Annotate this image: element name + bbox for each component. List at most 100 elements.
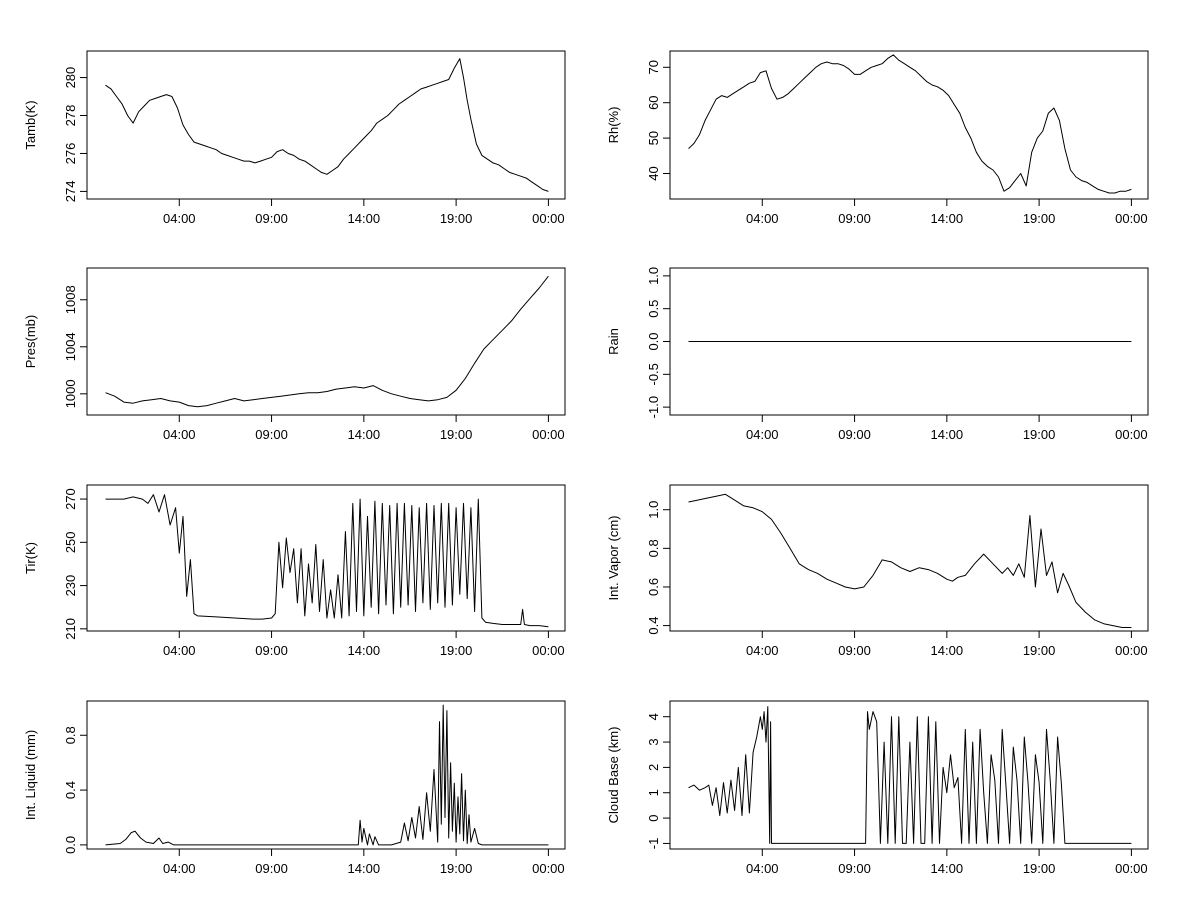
y-tick-label: 0.4 (63, 781, 78, 799)
y-tick-label: 1.0 (646, 501, 661, 519)
panel-rain: 04:00 09:00 14:00 19:00 00:00 -1.0 -0.5 0.0 0.5 1… (606, 267, 1149, 442)
y-axis-title: Int. Vapor (cm) (606, 515, 621, 600)
x-tick-label: 09:00 (255, 211, 288, 226)
y-tick-label: -1.0 (646, 396, 661, 418)
y-tick-label: 280 (63, 67, 78, 89)
y-axis-title: Pres(mb) (23, 315, 38, 368)
y-tick-label: 250 (63, 531, 78, 553)
series-line-cloudbase (688, 706, 1132, 844)
y-axis-title: Rain (606, 328, 621, 355)
y-tick-label: 0 (646, 814, 661, 821)
x-tick-label: 14:00 (348, 861, 381, 876)
x-tick-label: 00:00 (532, 643, 565, 658)
y-tick-label: 0.0 (646, 332, 661, 350)
y-tick-label: 0.5 (646, 300, 661, 318)
y-axis-title: Cloud Base (km) (606, 727, 621, 824)
x-tick-label: 04:00 (746, 643, 779, 658)
y-axis-title: Tamb(K) (23, 100, 38, 149)
series-line-tir (105, 494, 549, 628)
y-tick-label: 40 (646, 166, 661, 180)
x-tick-label: 14:00 (931, 643, 964, 658)
y-tick-label: 50 (646, 131, 661, 145)
panel-pres: 04:00 09:00 14:00 19:00 00:00 1000 1004 1008 Pre… (23, 267, 566, 442)
x-tick-label: 19:00 (1023, 861, 1056, 876)
x-tick-label: 00:00 (532, 427, 565, 442)
plot-frame (669, 484, 1149, 632)
series-line-liquid (105, 704, 549, 846)
y-tick-label: 1008 (63, 285, 78, 314)
y-tick-label: -1 (646, 838, 661, 850)
x-tick-label: 00:00 (1115, 861, 1148, 876)
y-tick-label: 1 (646, 789, 661, 796)
plot-frame (669, 700, 1149, 850)
x-tick-label: 04:00 (746, 861, 779, 876)
x-tick-label: 14:00 (931, 861, 964, 876)
y-tick-label: 4 (646, 713, 661, 720)
x-tick-label: 09:00 (838, 427, 871, 442)
y-tick-label: 274 (63, 181, 78, 203)
y-tick-label: 230 (63, 575, 78, 597)
x-tick-label: 00:00 (1115, 211, 1148, 226)
y-tick-label: 2 (646, 764, 661, 771)
panel-vapor: 04:00 09:00 14:00 19:00 00:00 0.4 0.6 0.8 1.0 Int… (606, 484, 1149, 658)
x-tick-label: 14:00 (931, 211, 964, 226)
x-tick-label: 09:00 (838, 861, 871, 876)
x-tick-label: 09:00 (255, 427, 288, 442)
y-tick-label: 270 (63, 488, 78, 510)
x-tick-label: 19:00 (1023, 211, 1056, 226)
x-tick-label: 14:00 (348, 643, 381, 658)
y-axis-title: Rh(%) (606, 107, 621, 144)
panel-tamb: 04:00 09:00 14:00 19:00 00:00 274 276 278 280 Tam… (23, 50, 566, 226)
x-tick-label: 04:00 (163, 861, 196, 876)
panel-cloudbase: 04:00 09:00 14:00 19:00 00:00 -1 0 1 2 3 4 Cloud Ba… (606, 700, 1149, 876)
panel-liquid: 04:00 09:00 14:00 19:00 00:00 0.0 0.4 0.8 Int. L… (23, 700, 566, 876)
y-tick-label: 1004 (63, 332, 78, 361)
y-tick-label: 278 (63, 105, 78, 127)
x-tick-label: 14:00 (348, 211, 381, 226)
y-tick-label: 276 (63, 143, 78, 165)
x-tick-label: 19:00 (440, 427, 473, 442)
x-tick-label: 04:00 (163, 427, 196, 442)
series-line-tamb (105, 58, 549, 192)
plot-frame (86, 267, 566, 416)
x-tick-label: 04:00 (746, 427, 779, 442)
x-tick-label: 19:00 (440, 861, 473, 876)
x-tick-label: 09:00 (838, 643, 871, 658)
panel-tir: 04:00 09:00 14:00 19:00 00:00 210 230 250 270 Tir… (23, 484, 566, 658)
plot-frame (86, 700, 566, 850)
y-tick-label: 60 (646, 95, 661, 109)
y-tick-label: 1000 (63, 379, 78, 408)
x-tick-label: 09:00 (255, 861, 288, 876)
y-tick-label: -0.5 (646, 363, 661, 385)
y-tick-label: 0.0 (63, 836, 78, 854)
x-tick-label: 19:00 (440, 643, 473, 658)
y-tick-label: 3 (646, 738, 661, 745)
y-tick-label: 0.6 (646, 578, 661, 596)
x-tick-label: 14:00 (931, 427, 964, 442)
x-tick-label: 19:00 (1023, 427, 1056, 442)
y-axis-title: Int. Liquid (mm) (23, 730, 38, 820)
series-line-rh (688, 54, 1132, 194)
series-line-vapor (688, 493, 1132, 628)
x-tick-label: 19:00 (1023, 643, 1056, 658)
x-tick-label: 14:00 (348, 427, 381, 442)
x-tick-label: 04:00 (746, 211, 779, 226)
y-tick-label: 1.0 (646, 267, 661, 285)
x-tick-label: 04:00 (163, 211, 196, 226)
x-tick-label: 09:00 (838, 211, 871, 226)
y-tick-label: 210 (63, 618, 78, 640)
plot-frame (86, 50, 566, 200)
plot-frame (669, 50, 1149, 200)
y-tick-label: 70 (646, 60, 661, 74)
x-tick-label: 04:00 (163, 643, 196, 658)
x-tick-label: 00:00 (532, 211, 565, 226)
x-tick-label: 00:00 (532, 861, 565, 876)
y-tick-label: 0.8 (646, 539, 661, 557)
x-tick-label: 00:00 (1115, 427, 1148, 442)
y-axis-title: Tir(K) (23, 542, 38, 574)
x-tick-label: 09:00 (255, 643, 288, 658)
y-tick-label: 0.8 (63, 726, 78, 744)
panel-rh: 04:00 09:00 14:00 19:00 00:00 40 50 60 70 Rh(%) (606, 50, 1149, 226)
x-tick-label: 19:00 (440, 211, 473, 226)
plot-frame (86, 484, 566, 632)
